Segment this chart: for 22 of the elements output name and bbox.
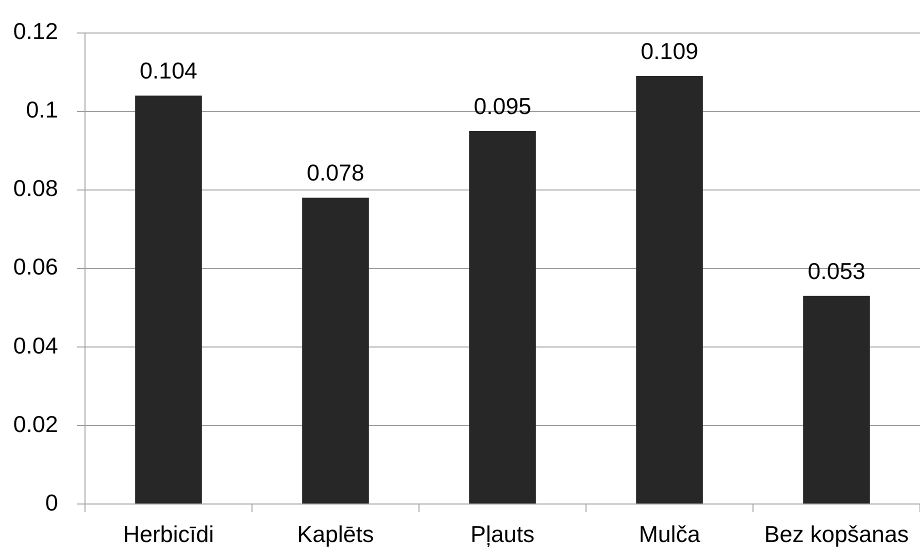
x-tick-label: Herbicīdi (123, 521, 214, 548)
data-label: 0.053 (808, 258, 866, 284)
data-label: 0.095 (474, 92, 532, 119)
bar (636, 76, 703, 504)
y-tick-label: 0.02 (13, 410, 58, 437)
data-label: 0.078 (306, 160, 364, 186)
x-tick-label: Pļauts (470, 521, 534, 548)
x-tick-label: Mulča (638, 521, 700, 548)
y-tick-label: 0.1 (26, 96, 58, 123)
data-label: 0.104 (140, 58, 198, 84)
y-tick-label: 0.12 (13, 18, 58, 44)
data-label: 0.109 (640, 38, 698, 64)
bar (803, 296, 870, 504)
x-tick-label: Bez kopšanas (764, 521, 909, 548)
bar (469, 130, 536, 504)
bar (135, 96, 202, 504)
bar (302, 198, 369, 504)
y-tick-label: 0.04 (13, 332, 58, 358)
y-tick-label: 0.06 (13, 254, 58, 280)
y-tick-label: 0 (45, 489, 58, 516)
x-tick-label: Kaplēts (297, 521, 374, 548)
y-tick-label: 0.08 (13, 175, 58, 202)
